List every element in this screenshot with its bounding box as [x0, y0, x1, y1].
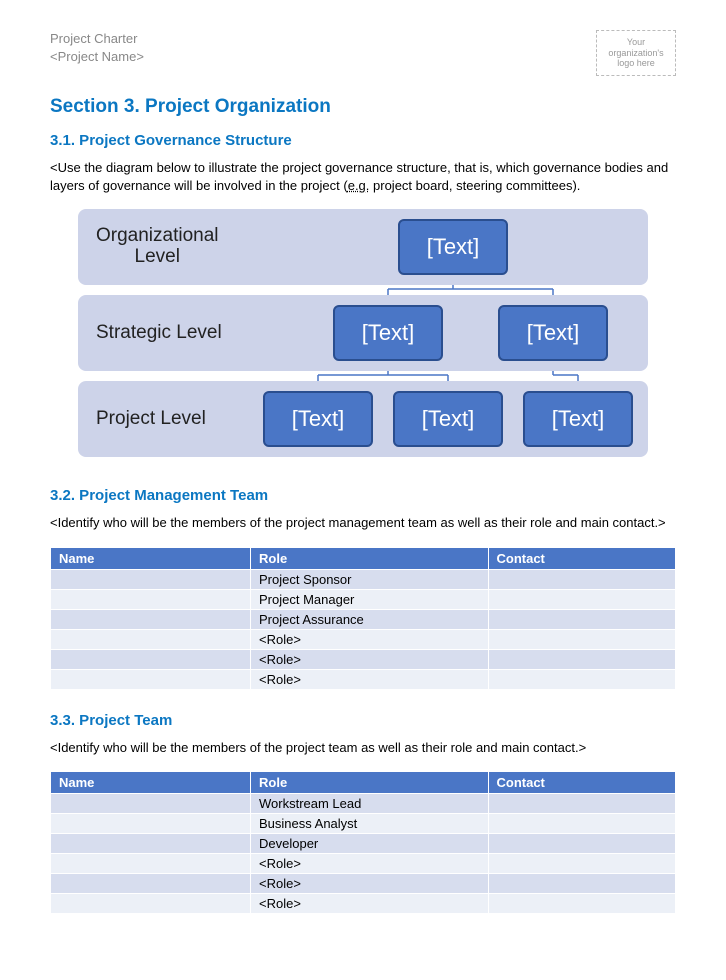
table-row: <Role>: [51, 669, 676, 689]
cell-role: <Role>: [251, 649, 489, 669]
cell-contact: [488, 669, 676, 689]
node-proj2-text: [Text]: [422, 406, 475, 432]
level-label-strategic: Strategic Level: [96, 323, 222, 344]
governance-diagram: OrganizationalLevel [Text] Strategic Lev…: [78, 209, 648, 457]
section-title: Section 3. Project Organization: [50, 96, 676, 118]
table-row: Project Assurance: [51, 609, 676, 629]
subsection-32-heading: 3.2. Project Management Team: [50, 487, 676, 504]
cell-name: [51, 813, 251, 833]
cell-name: [51, 569, 251, 589]
th-role: Role: [251, 771, 489, 793]
cell-role: Workstream Lead: [251, 793, 489, 813]
th-name: Name: [51, 771, 251, 793]
cell-contact: [488, 649, 676, 669]
node-proj2: [Text]: [393, 391, 503, 447]
subsection-33-para: <Identify who will be the members of the…: [50, 739, 676, 757]
cell-contact: [488, 813, 676, 833]
table-row: Developer: [51, 833, 676, 853]
table-row: Business Analyst: [51, 813, 676, 833]
page-header: Project Charter <Project Name> Your orga…: [50, 30, 676, 76]
pmt-table: Name Role Contact Project SponsorProject…: [50, 547, 676, 690]
level-band-project: Project Level [Text] [Text] [Text]: [78, 381, 648, 457]
cell-contact: [488, 873, 676, 893]
cell-name: [51, 793, 251, 813]
subsection-31-para: <Use the diagram below to illustrate the…: [50, 159, 676, 195]
node-org-text: [Text]: [427, 234, 480, 260]
table-header-row: Name Role Contact: [51, 547, 676, 569]
node-strat2-text: [Text]: [527, 320, 580, 346]
table-row: Project Manager: [51, 589, 676, 609]
table-row: <Role>: [51, 873, 676, 893]
cell-name: [51, 669, 251, 689]
level-band-strategic: Strategic Level [Text] [Text]: [78, 295, 648, 371]
project-name: <Project Name>: [50, 48, 144, 66]
cell-role: Project Manager: [251, 589, 489, 609]
cell-contact: [488, 589, 676, 609]
cell-role: <Role>: [251, 629, 489, 649]
cell-name: [51, 833, 251, 853]
table-row: <Role>: [51, 649, 676, 669]
node-org: [Text]: [398, 219, 508, 275]
cell-contact: [488, 833, 676, 853]
cell-name: [51, 609, 251, 629]
cell-contact: [488, 853, 676, 873]
node-proj1: [Text]: [263, 391, 373, 447]
node-strat2: [Text]: [498, 305, 608, 361]
para-31-after: project board, steering committees).: [369, 178, 580, 193]
cell-role: Project Assurance: [251, 609, 489, 629]
cell-role: <Role>: [251, 853, 489, 873]
level-label-project: Project Level: [96, 409, 206, 430]
cell-role: <Role>: [251, 873, 489, 893]
cell-name: [51, 629, 251, 649]
th-role: Role: [251, 547, 489, 569]
node-strat1: [Text]: [333, 305, 443, 361]
table-row: Project Sponsor: [51, 569, 676, 589]
table-row: <Role>: [51, 853, 676, 873]
table-header-row: Name Role Contact: [51, 771, 676, 793]
cell-name: [51, 853, 251, 873]
subsection-33-heading: 3.3. Project Team: [50, 712, 676, 729]
subsection-32-para: <Identify who will be the members of the…: [50, 514, 676, 532]
cell-name: [51, 649, 251, 669]
header-left: Project Charter <Project Name>: [50, 30, 144, 66]
cell-contact: [488, 793, 676, 813]
node-proj3-text: [Text]: [552, 406, 605, 432]
logo-placeholder: Your organization's logo here: [596, 30, 676, 76]
table-row: Workstream Lead: [51, 793, 676, 813]
th-contact: Contact: [488, 771, 676, 793]
node-proj3: [Text]: [523, 391, 633, 447]
cell-role: Developer: [251, 833, 489, 853]
th-contact: Contact: [488, 547, 676, 569]
node-strat1-text: [Text]: [362, 320, 415, 346]
cell-role: <Role>: [251, 669, 489, 689]
level-label-organizational: OrganizationalLevel: [96, 226, 219, 268]
cell-name: [51, 873, 251, 893]
cell-role: <Role>: [251, 893, 489, 913]
cell-contact: [488, 893, 676, 913]
cell-contact: [488, 569, 676, 589]
cell-name: [51, 589, 251, 609]
table-row: <Role>: [51, 893, 676, 913]
doc-title: Project Charter: [50, 30, 144, 48]
cell-contact: [488, 629, 676, 649]
cell-contact: [488, 609, 676, 629]
cell-role: Project Sponsor: [251, 569, 489, 589]
pt-table: Name Role Contact Workstream LeadBusines…: [50, 771, 676, 914]
cell-role: Business Analyst: [251, 813, 489, 833]
node-proj1-text: [Text]: [292, 406, 345, 432]
para-31-eg: e.g.: [348, 178, 370, 193]
level-band-organizational: OrganizationalLevel [Text]: [78, 209, 648, 285]
subsection-31-heading: 3.1. Project Governance Structure: [50, 132, 676, 149]
cell-name: [51, 893, 251, 913]
table-row: <Role>: [51, 629, 676, 649]
th-name: Name: [51, 547, 251, 569]
